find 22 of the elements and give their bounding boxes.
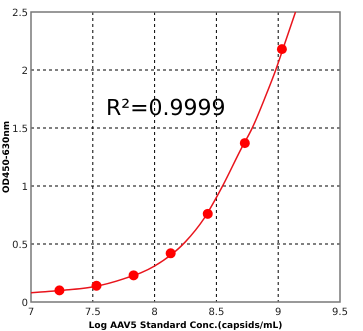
x-axis-title: Log AAV5 Standard Conc.(capsids/mL) xyxy=(88,321,282,331)
y-tick-label: 2.5 xyxy=(12,8,28,19)
point xyxy=(166,248,176,258)
y-tick-label: 0.5 xyxy=(12,240,28,251)
point xyxy=(276,44,287,54)
x-tick-label: 7.5 xyxy=(84,307,101,318)
x-tick-label: 9.5 xyxy=(332,307,348,318)
annotation: R²=0.9999 xyxy=(106,96,226,121)
y-tick-label: 0 xyxy=(22,298,28,309)
x-tick-label: 9 xyxy=(275,307,282,318)
point xyxy=(92,280,102,291)
x-tick-label: 8 xyxy=(151,307,158,318)
y-tick-label: 1 xyxy=(22,182,28,193)
y-tick-label: 1.5 xyxy=(12,124,28,135)
point xyxy=(202,208,213,219)
point xyxy=(54,285,64,296)
point xyxy=(128,270,139,280)
x-tick-label: 8.5 xyxy=(208,307,224,318)
y-tick-label: 2 xyxy=(22,66,28,77)
point xyxy=(240,138,250,148)
x-tick-label: 7 xyxy=(28,307,34,318)
y-axis-title: OD450-630nm xyxy=(2,120,12,194)
